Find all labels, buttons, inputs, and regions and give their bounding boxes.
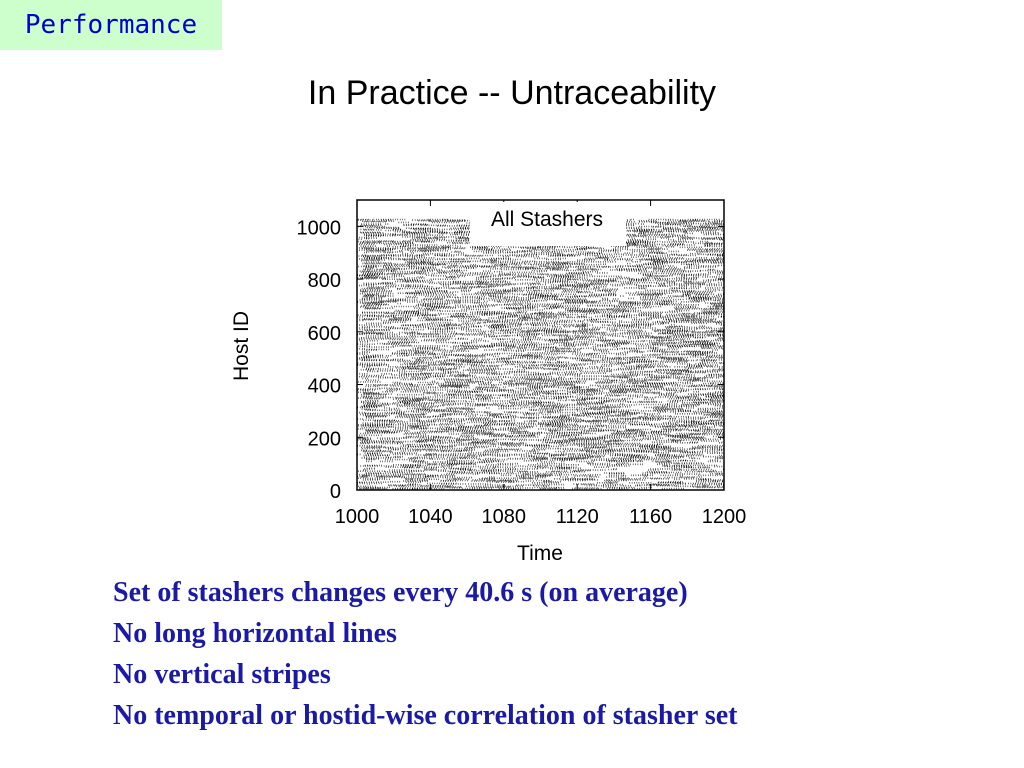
x-tick-label: 1040 bbox=[408, 506, 453, 528]
scatter-points bbox=[356, 218, 725, 490]
slide-title: In Practice -- Untraceability bbox=[307, 74, 717, 112]
bullet-item: Set of stashers changes every 40.6 s (on… bbox=[113, 577, 688, 608]
chart-title-background bbox=[470, 202, 626, 246]
scatter-point-runs bbox=[356, 218, 725, 490]
x-tick-label: 1000 bbox=[335, 506, 380, 528]
bullet-item: No long horizontal lines bbox=[113, 618, 397, 649]
x-tick-label: 1120 bbox=[556, 506, 599, 528]
x-tick-label: 1200 bbox=[702, 506, 747, 528]
axis-ticks: 1000 1040 1080 1120 1160 1200 0 200 400 600 800 100… bbox=[297, 200, 747, 528]
y-tick-label: 0 bbox=[330, 481, 341, 503]
x-axis-label: Time bbox=[517, 542, 563, 565]
bullet-item: No vertical stripes bbox=[113, 659, 331, 690]
bullet-list: Set of stashers changes every 40.6 s (on… bbox=[113, 572, 737, 736]
plot-frame bbox=[356, 199, 725, 491]
y-axis-label: Host ID bbox=[230, 311, 253, 381]
y-tick-label: 400 bbox=[308, 376, 341, 398]
y-tick-label: 200 bbox=[308, 428, 341, 450]
bullet-item: No temporal or hostid-wise correlation o… bbox=[113, 700, 738, 731]
x-tick-label: 1160 bbox=[629, 506, 672, 528]
chart-title: All Stashers bbox=[491, 208, 603, 231]
y-tick-label: 600 bbox=[308, 323, 341, 345]
section-tag: Performance bbox=[0, 0, 222, 50]
y-tick-label: 800 bbox=[308, 270, 341, 292]
y-tick-label: 1000 bbox=[297, 217, 342, 239]
x-tick-label: 1080 bbox=[482, 506, 527, 528]
